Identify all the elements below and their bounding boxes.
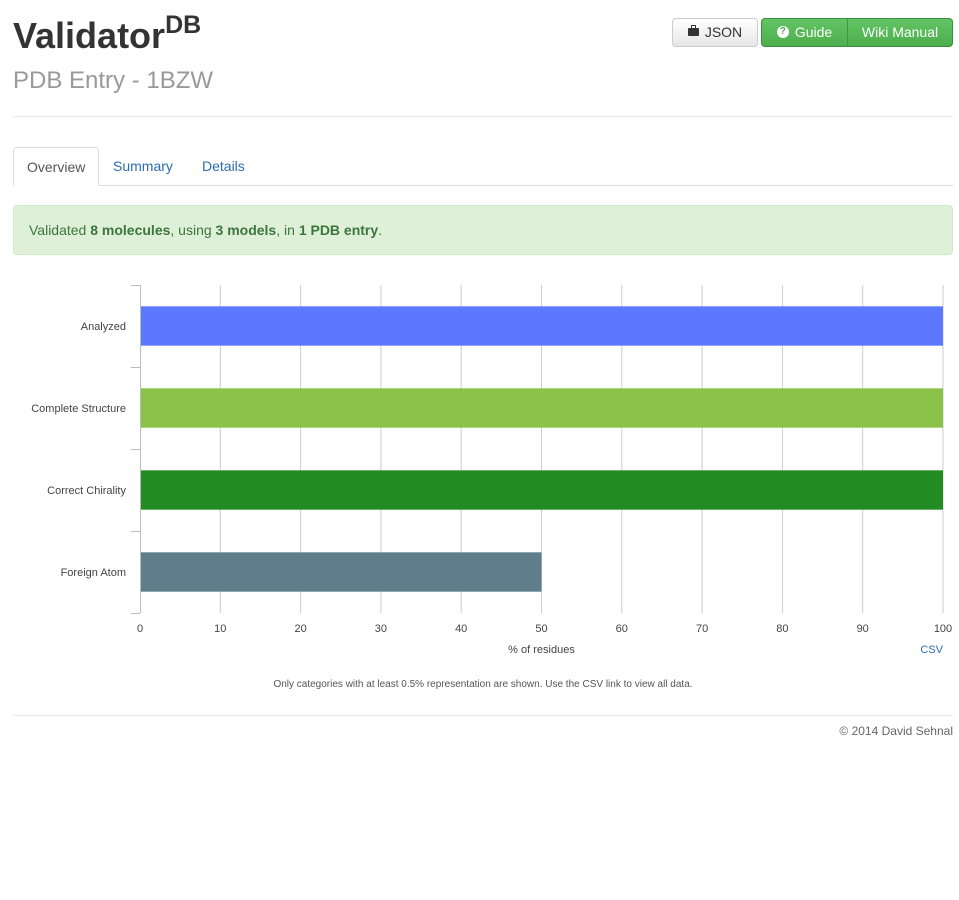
x-tick-label: 60 — [616, 623, 628, 635]
x-tick-label: 80 — [776, 623, 788, 635]
app-title: ValidatorDB — [13, 8, 201, 64]
category-label: Analyzed — [81, 321, 126, 333]
alert-molecules-count: 8 molecules — [90, 222, 171, 238]
app-title-text: Validator — [13, 15, 166, 56]
wiki-manual-button[interactable]: Wiki Manual — [847, 18, 953, 47]
wiki-manual-button-label: Wiki Manual — [861, 24, 939, 40]
alert-entries-count: 1 PDB entry — [298, 222, 379, 238]
tab-summary[interactable]: Summary — [113, 158, 173, 174]
x-tick-label: 40 — [455, 623, 467, 635]
alert-models-count: 3 models — [215, 222, 277, 238]
x-tick-label: 20 — [294, 623, 306, 635]
page-subtitle: PDB Entry - 1BZW — [13, 67, 214, 94]
x-tick-label: 90 — [857, 623, 869, 635]
copyright: © 2014 David Sehnal — [839, 724, 953, 738]
x-tick-label: 10 — [214, 623, 226, 635]
x-axis-label: % of residues — [508, 644, 575, 656]
json-button[interactable]: JSON — [672, 18, 758, 47]
validation-alert: Validated 8 molecules, using 3 models, i… — [13, 205, 953, 255]
category-label: Correct Chirality — [47, 485, 126, 497]
tab-details[interactable]: Details — [202, 158, 245, 174]
category-label: Foreign Atom — [61, 567, 126, 579]
bar — [141, 470, 943, 510]
question-circle-icon: ? — [776, 26, 789, 39]
header-divider — [13, 116, 953, 117]
briefcase-icon — [687, 25, 699, 37]
guide-button-label: Guide — [794, 24, 833, 40]
footer-divider — [13, 715, 953, 716]
bar — [141, 552, 542, 592]
json-button-label: JSON — [704, 24, 743, 40]
x-tick-label: 100 — [934, 623, 952, 635]
bar — [141, 306, 943, 346]
tab-bar: Overview Summary Details — [13, 147, 953, 186]
residues-bar-chart: Analyzed Complete Structure Correct Chiral… — [31, 285, 952, 656]
alert-suffix: . — [378, 222, 383, 238]
csv-link[interactable]: CSV — [920, 644, 943, 656]
x-tick-label: 0 — [137, 623, 143, 635]
chart-footnote: Only categories with at least 0.5% repre… — [273, 679, 693, 690]
alert-prefix: Validated — [29, 222, 91, 238]
alert-sep-2: , in — [276, 222, 299, 238]
x-tick-label: 50 — [535, 623, 547, 635]
tab-overview[interactable]: Overview — [13, 147, 100, 186]
category-label: Complete Structure — [31, 403, 126, 415]
bar — [141, 388, 943, 428]
app-title-superscript: DB — [165, 11, 202, 39]
alert-sep-1: , using — [170, 222, 216, 238]
x-tick-label: 30 — [375, 623, 387, 635]
guide-button[interactable]: ? Guide — [761, 18, 848, 47]
x-tick-label: 70 — [696, 623, 708, 635]
